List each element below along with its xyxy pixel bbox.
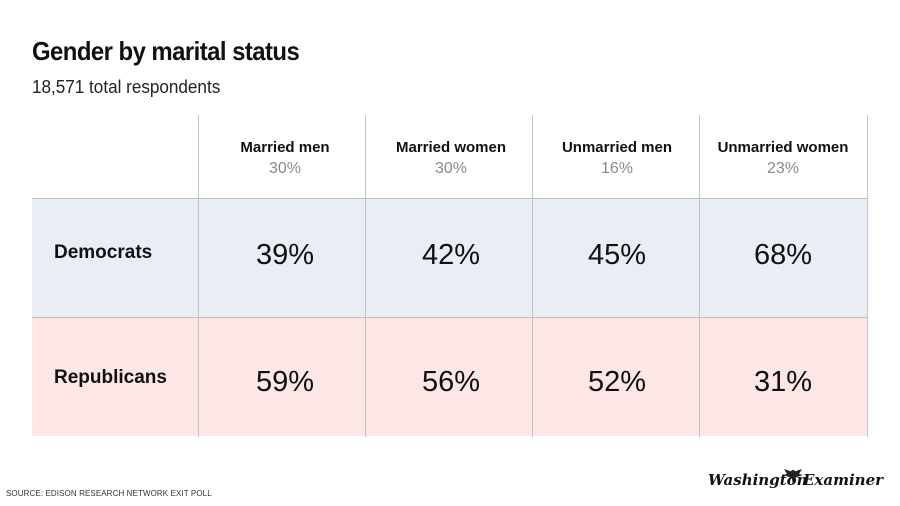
column-share: 16% [600,160,634,177]
table-row-democrats: Democrats 39% 42% 45% 68% [32,198,868,317]
column-header-row: Married men 30% Married women 30% Unmarr… [32,115,868,198]
source-note: SOURCE: EDISON RESEARCH NETWORK EXIT POL… [6,489,212,498]
column-name: Married women [395,139,507,156]
table-row-republicans: Republicans 59% 56% 52% 31% [32,317,868,436]
column-header-unmarried-men: Unmarried men 16% [534,139,700,178]
column-share: 23% [766,160,800,177]
chart-subtitle: 18,571 total respondents [32,77,221,97]
column-header-married-men: Married men 30% [202,139,368,178]
table-cell: 59% [255,366,315,398]
row-label: Republicans [54,367,167,388]
chart-title: Gender by marital status [32,36,300,66]
column-name: Unmarried women [717,139,849,156]
column-header-unmarried-women: Unmarried women 23% [700,139,866,178]
column-header-married-women: Married women 30% [368,139,534,178]
table-cell: 52% [587,366,647,398]
table-cell: 31% [753,366,813,398]
table-cell: 45% [587,239,647,271]
column-divider [198,115,199,437]
results-table: Married men 30% Married women 30% Unmarr… [32,115,868,437]
logo-word-right: Examiner [803,471,884,489]
table-cell: 39% [255,239,315,271]
column-share: 30% [268,160,302,177]
row-label: Democrats [54,242,153,263]
column-name: Married men [240,139,330,156]
column-divider [867,115,868,437]
column-divider [532,115,533,437]
logo-word-left: Washington [708,471,808,489]
eagle-icon [783,469,803,485]
column-divider [365,115,366,437]
column-share: 30% [434,160,468,177]
publisher-logo: Washington Examiner [708,466,883,492]
column-name: Unmarried men [561,139,673,156]
table-cell: 56% [421,366,481,398]
table-cell: 42% [421,239,481,271]
column-divider [699,115,700,437]
table-cell: 68% [753,239,813,271]
